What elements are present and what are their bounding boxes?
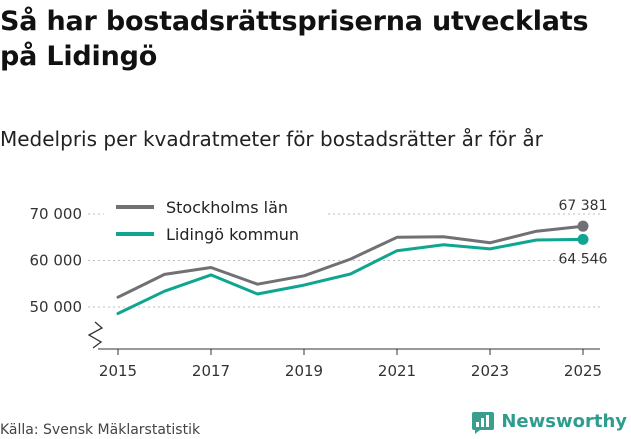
source-note: Källa: Svensk Mäklarstatistik <box>0 422 201 438</box>
x-axis: 2015 2017 2019 2021 2023 2025 <box>87 321 602 380</box>
legend-label: Stockholms län <box>166 198 288 217</box>
series-line <box>116 224 585 299</box>
brand-name: Newsworthy <box>501 411 627 432</box>
chart-subtitle: Medelpris per kvadratmeter för bostadsrä… <box>0 127 543 151</box>
axis-break-icon <box>87 321 104 349</box>
end-value-label: 67 381 <box>559 198 608 214</box>
legend-label: Lidingö kommun <box>166 225 299 244</box>
line-chart: 2015 2017 2019 2021 2023 2025 50 000 60 000 70 … <box>29 191 608 380</box>
end-points: 67 381 64 546 <box>559 198 608 267</box>
y-tick-label: 60 000 <box>30 252 83 270</box>
series-lines <box>116 224 585 315</box>
end-value-label: 64 546 <box>559 251 608 267</box>
x-tick-label: 2019 <box>285 362 323 380</box>
y-tick-label: 70 000 <box>30 205 83 223</box>
x-tick-label: 2023 <box>471 362 509 380</box>
series-end-point <box>577 233 589 245</box>
series-end-point <box>577 220 589 232</box>
x-tick-label: 2017 <box>192 362 230 380</box>
legend-box <box>104 191 326 250</box>
x-tick-label: 2025 <box>564 362 602 380</box>
bar-chart-icon <box>472 412 495 434</box>
chart-title: Så har bostadsrättspriserna utvecklats p… <box>0 6 589 72</box>
x-tick-label: 2021 <box>378 362 416 380</box>
brand-logo: Newsworthy <box>471 410 627 434</box>
y-tick-label: 50 000 <box>30 298 83 316</box>
chart-legend: Stockholms län Lidingö kommun <box>104 191 326 250</box>
y-axis: 50 000 60 000 70 000 <box>30 205 83 316</box>
series-line <box>116 237 585 315</box>
x-tick-label: 2015 <box>99 362 137 380</box>
